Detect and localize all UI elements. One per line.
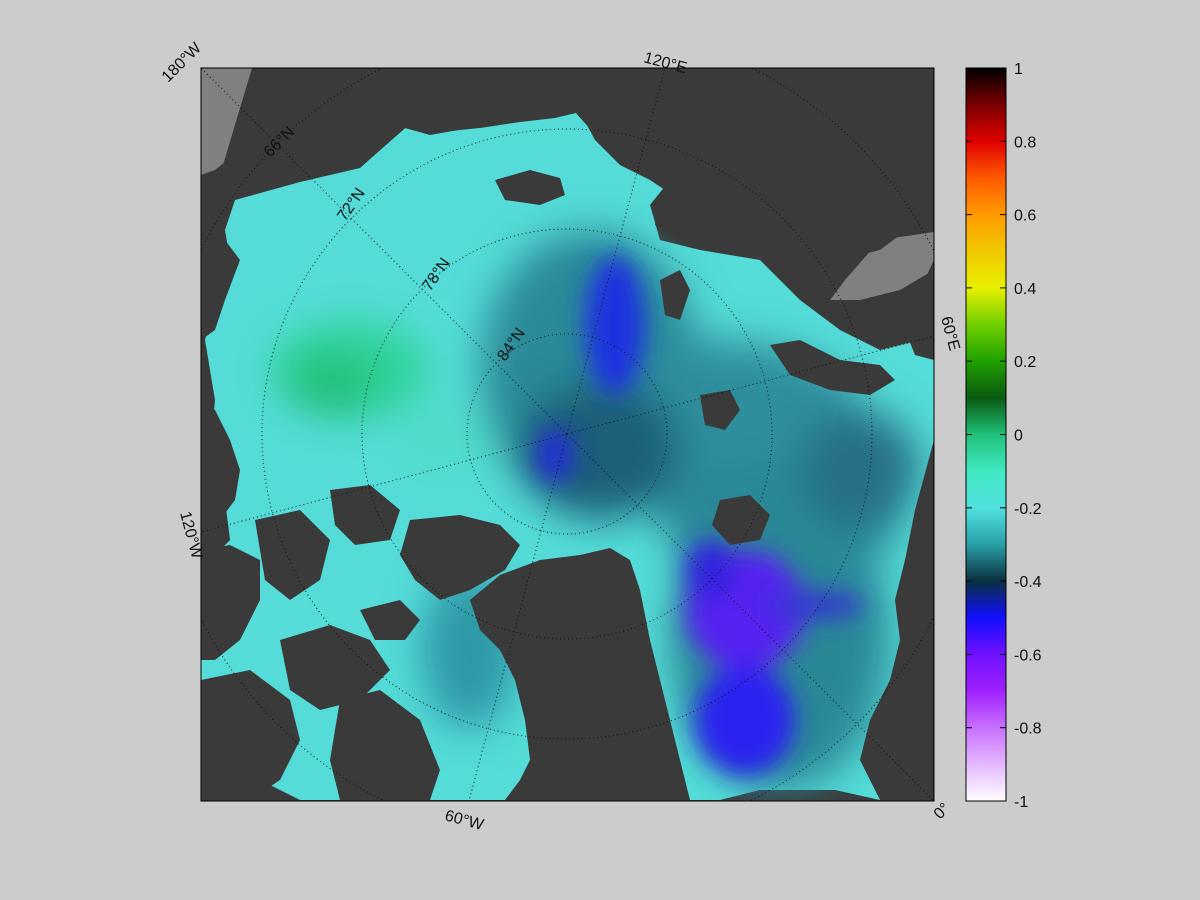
lon-label-60e: 60°E	[937, 315, 962, 353]
unmapped-land-area-right	[830, 232, 934, 300]
map-panel	[200, 67, 935, 802]
lon-label-60w: 60°W	[443, 807, 486, 834]
meridian-60w	[468, 433, 568, 801]
land-eurasia	[201, 68, 934, 800]
colorbar-ramp	[965, 67, 1007, 802]
colorbar-tick-label: -0.8	[1014, 721, 1042, 738]
meridian-60e	[566, 335, 934, 435]
colorbar-tick-label: -0.6	[1014, 647, 1042, 664]
colorbar-tick-label: 1	[1014, 61, 1023, 78]
colorbar-tick-label: 0.4	[1014, 281, 1036, 298]
colorbar-tick-label: 0	[1014, 428, 1023, 445]
lon-label-180w: 180°W	[159, 39, 206, 86]
map-frame	[200, 67, 935, 802]
latitude-circle-72	[261, 128, 873, 740]
colorbar-tick-label: 0.2	[1014, 354, 1036, 371]
meridian-0	[566, 433, 934, 801]
land-greenland	[470, 548, 690, 800]
land-alaska	[201, 230, 240, 340]
land-canadian-archipelago	[201, 485, 520, 800]
colorbar: 1 0.8 0.6 0.4 0.2 0 -0.2 -0.4 -0.6 -0.8 -1	[965, 61, 1042, 811]
colorbar-tick-label: -0.4	[1014, 574, 1042, 591]
colorbar-tick-label: -0.2	[1014, 501, 1042, 518]
colorbar-tick-label: 0.8	[1014, 134, 1036, 151]
anomaly-minima	[535, 255, 865, 775]
colorbar-tick-label: -1	[1014, 794, 1028, 811]
graticule	[201, 68, 934, 801]
colorbar-ticks: 1 0.8 0.6 0.4 0.2 0 -0.2 -0.4 -0.6 -0.8 -1	[966, 61, 1042, 811]
latitude-circle-78	[361, 228, 773, 640]
land-canada-mainland	[201, 400, 240, 530]
colorbar-tick-label: 0.6	[1014, 208, 1036, 225]
lon-label-0: 0°	[931, 800, 954, 823]
latitude-circle-84	[466, 333, 668, 535]
